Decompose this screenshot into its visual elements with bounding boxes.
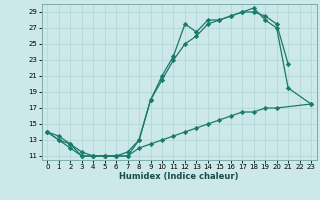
X-axis label: Humidex (Indice chaleur): Humidex (Indice chaleur): [119, 172, 239, 181]
